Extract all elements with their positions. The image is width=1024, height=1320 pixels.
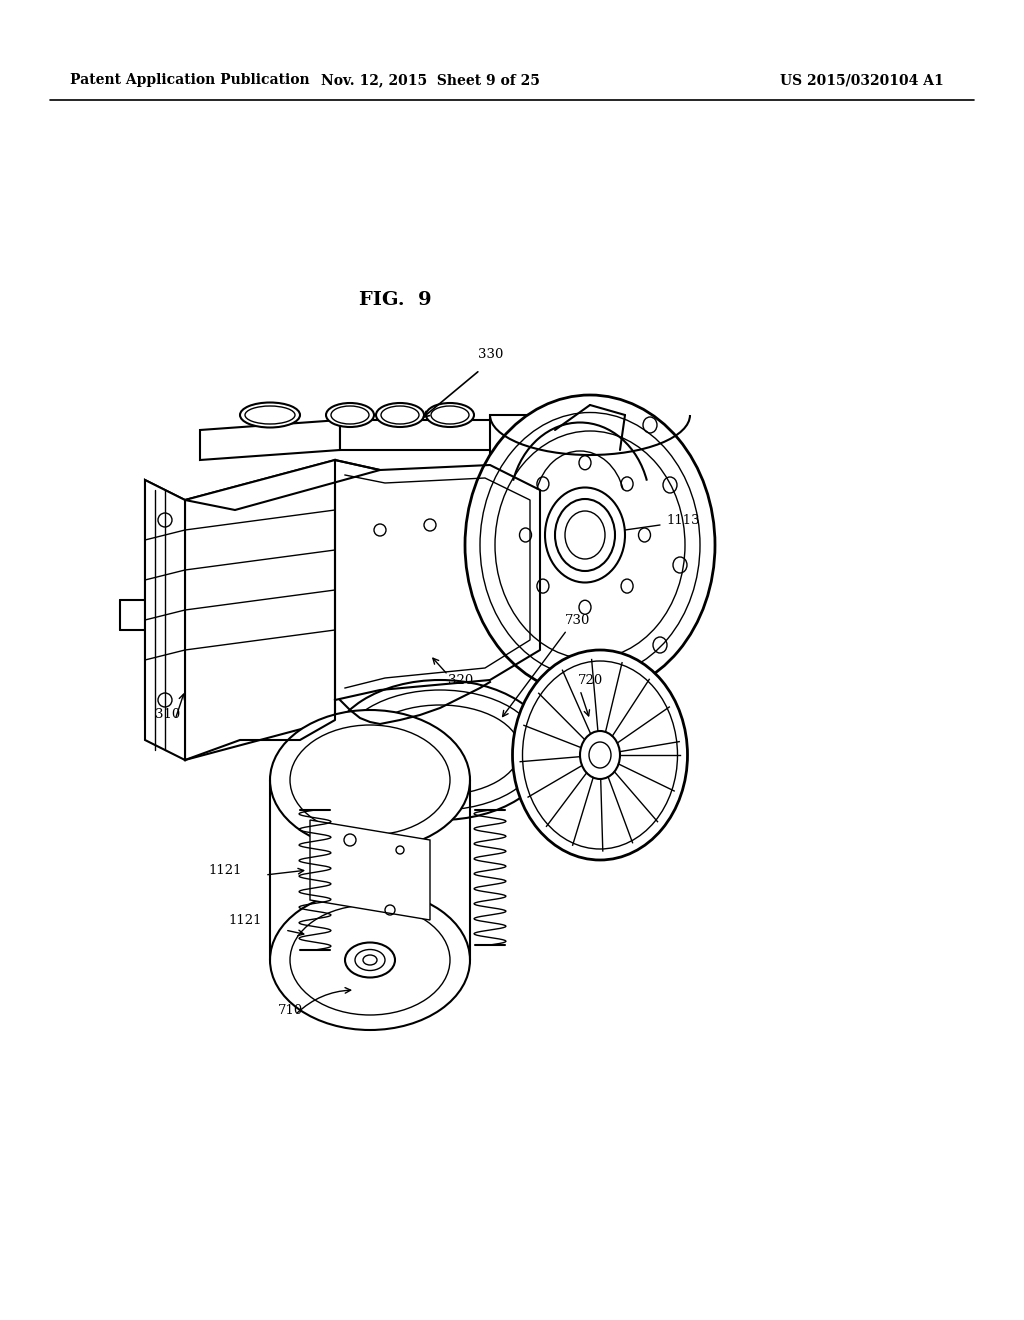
Ellipse shape xyxy=(545,487,625,582)
Text: FIG.  9: FIG. 9 xyxy=(358,290,431,309)
Text: Nov. 12, 2015  Sheet 9 of 25: Nov. 12, 2015 Sheet 9 of 25 xyxy=(321,73,540,87)
Ellipse shape xyxy=(330,680,550,820)
Ellipse shape xyxy=(270,710,470,850)
Polygon shape xyxy=(200,420,340,459)
Ellipse shape xyxy=(270,890,470,1030)
Ellipse shape xyxy=(580,731,620,779)
Ellipse shape xyxy=(326,403,374,426)
Text: 730: 730 xyxy=(565,614,591,627)
Text: 710: 710 xyxy=(278,1003,303,1016)
Text: 310: 310 xyxy=(155,709,180,722)
Polygon shape xyxy=(185,459,335,760)
Polygon shape xyxy=(145,480,185,760)
Ellipse shape xyxy=(512,649,687,861)
Text: 320: 320 xyxy=(449,673,473,686)
Text: 330: 330 xyxy=(478,348,504,362)
Ellipse shape xyxy=(426,403,474,426)
Polygon shape xyxy=(185,459,380,510)
Polygon shape xyxy=(490,414,570,459)
Text: 1121: 1121 xyxy=(228,913,261,927)
Ellipse shape xyxy=(465,395,715,696)
Polygon shape xyxy=(145,480,185,760)
Text: 1121: 1121 xyxy=(208,863,242,876)
Text: Patent Application Publication: Patent Application Publication xyxy=(70,73,309,87)
Text: US 2015/0320104 A1: US 2015/0320104 A1 xyxy=(780,73,944,87)
Polygon shape xyxy=(340,420,520,450)
Ellipse shape xyxy=(240,403,300,428)
Polygon shape xyxy=(310,820,430,920)
Ellipse shape xyxy=(376,403,424,426)
Text: 720: 720 xyxy=(578,673,603,686)
Text: 1113: 1113 xyxy=(666,513,699,527)
